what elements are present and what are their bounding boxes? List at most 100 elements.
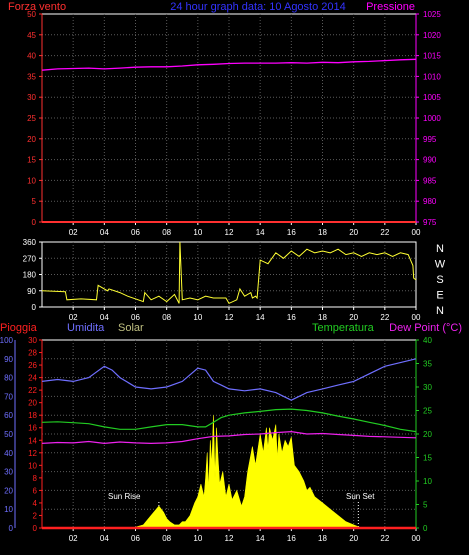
rain-tick-label: 16	[28, 424, 37, 433]
panel1-right-tick-label: 990	[423, 156, 437, 165]
panel1-left-tick-label: 5	[32, 197, 37, 206]
annotation-sunset: Sun Set	[346, 492, 375, 501]
panel1-x-tick-label: 06	[131, 228, 140, 237]
panel1-left-tick-label: 30	[27, 93, 36, 102]
rain-tick-label: 12	[28, 449, 37, 458]
humidity-tick-label: 70	[4, 392, 13, 401]
rain-tick-label: 0	[33, 524, 38, 533]
panel1-right-tick-label: 985	[423, 176, 437, 185]
header-right-label: Pressione	[366, 1, 415, 13]
temperature-tick-label: 0	[423, 524, 428, 533]
panel3-x-tick-label: 00	[412, 534, 421, 543]
panel1-x-tick-label: 08	[162, 228, 171, 237]
panel2-x-tick-label: 16	[287, 313, 296, 322]
temperature-tick-label: 15	[423, 454, 432, 463]
humidity-line	[41, 358, 417, 401]
compass-label: N	[436, 305, 444, 317]
panel2-left-tick-label: 360	[23, 238, 37, 247]
wind-direction-line	[41, 241, 417, 305]
panel1-x-tick-label: 18	[318, 228, 327, 237]
panel1-right-tick-label: 980	[423, 197, 437, 206]
rain-tick-label: 24	[28, 374, 37, 383]
panel1-right-tick-label: 1010	[423, 72, 441, 81]
humidity-tick-label: 30	[4, 468, 13, 477]
panel3-x-tick-label: 02	[69, 534, 78, 543]
annotation-sunrise: Sun Rise	[108, 492, 141, 501]
panel1-left-tick-label: 20	[27, 135, 36, 144]
panel2-x-tick-label: 02	[69, 313, 78, 322]
humidity-tick-label: 40	[4, 449, 13, 458]
rain-tick-label: 20	[28, 399, 37, 408]
temperature-tick-label: 25	[423, 407, 432, 416]
panel3-x-tick-label: 18	[318, 534, 327, 543]
temperature-tick-label: 35	[423, 360, 432, 369]
legend-umidita: Umidita	[67, 322, 105, 334]
panel1-x-tick-label: 14	[256, 228, 265, 237]
legend-temperatura: Temperatura	[312, 322, 375, 334]
panel2-x-tick-label: 20	[349, 313, 358, 322]
rain-tick-label: 26	[28, 361, 37, 370]
panel3-x-tick-label: 10	[193, 534, 202, 543]
compass-label: W	[435, 259, 446, 271]
panel3-x-tick-label: 04	[100, 534, 109, 543]
rain-tick-label: 14	[28, 436, 37, 445]
panel1-x-tick-label: 16	[287, 228, 296, 237]
header-title: 24 hour graph data: 10 Agosto 2014	[170, 1, 346, 13]
panel2-left-tick-label: 180	[23, 271, 37, 280]
panel1-left-tick-label: 35	[27, 72, 36, 81]
panel2-x-tick-label: 00	[412, 313, 421, 322]
panel2-x-tick-label: 08	[162, 313, 171, 322]
panel1-x-tick-label: 10	[193, 228, 202, 237]
temperature-tick-label: 30	[423, 383, 432, 392]
temperature-tick-label: 40	[423, 336, 432, 345]
rain-tick-label: 28	[28, 349, 37, 358]
panel1-x-tick-label: 20	[349, 228, 358, 237]
rain-tick-label: 8	[33, 474, 38, 483]
rain-tick-label: 30	[28, 336, 37, 345]
dewpoint-line	[41, 430, 417, 445]
solar-area	[132, 415, 362, 529]
panel2-x-tick-label: 14	[256, 313, 265, 322]
compass-label: N	[436, 243, 444, 255]
humidity-tick-label: 20	[4, 486, 13, 495]
panel1-x-tick-label: 12	[225, 228, 234, 237]
rain-tick-label: 4	[33, 499, 38, 508]
panel3-x-tick-label: 16	[287, 534, 296, 543]
compass-label: S	[436, 274, 443, 286]
panel1-left-tick-label: 25	[27, 114, 36, 123]
panel1-x-tick-label: 04	[100, 228, 109, 237]
humidity-tick-label: 80	[4, 374, 13, 383]
panel2-x-tick-label: 04	[100, 313, 109, 322]
rain-tick-label: 2	[33, 511, 38, 520]
panel3-x-tick-label: 22	[380, 534, 389, 543]
panel1-right-tick-label: 975	[423, 218, 437, 227]
rain-tick-label: 10	[28, 461, 37, 470]
panel2-left-tick-label: 90	[27, 287, 36, 296]
rain-tick-label: 22	[28, 386, 37, 395]
panel1-x-tick-label: 22	[380, 228, 389, 237]
pressure-line	[41, 58, 417, 71]
panel2-x-tick-label: 18	[318, 313, 327, 322]
temperature-tick-label: 10	[423, 477, 432, 486]
panel3-x-tick-label: 20	[349, 534, 358, 543]
panel1-left-tick-label: 15	[27, 156, 36, 165]
panel2-left-tick-label: 0	[32, 303, 37, 312]
panel1-left-tick-label: 45	[27, 31, 36, 40]
legend-pioggia: Pioggia	[0, 322, 38, 334]
humidity-tick-label: 90	[4, 355, 13, 364]
panel2-x-tick-label: 10	[193, 313, 202, 322]
header-left-label: Forza vento	[8, 1, 66, 13]
legend-solar: Solar	[118, 322, 144, 334]
temperature-tick-label: 20	[423, 430, 432, 439]
humidity-tick-label: 100	[0, 336, 14, 345]
panel1-right-tick-label: 1000	[423, 114, 441, 123]
humidity-tick-label: 60	[4, 411, 13, 420]
panel1-right-tick-label: 1005	[423, 93, 441, 102]
panel1-right-tick-label: 1015	[423, 52, 441, 61]
humidity-tick-label: 0	[9, 524, 14, 533]
panel2-x-tick-label: 06	[131, 313, 140, 322]
compass-label: E	[436, 290, 443, 302]
panel1-x-tick-label: 00	[412, 228, 421, 237]
panel1-x-tick-label: 02	[69, 228, 78, 237]
humidity-tick-label: 10	[4, 505, 13, 514]
